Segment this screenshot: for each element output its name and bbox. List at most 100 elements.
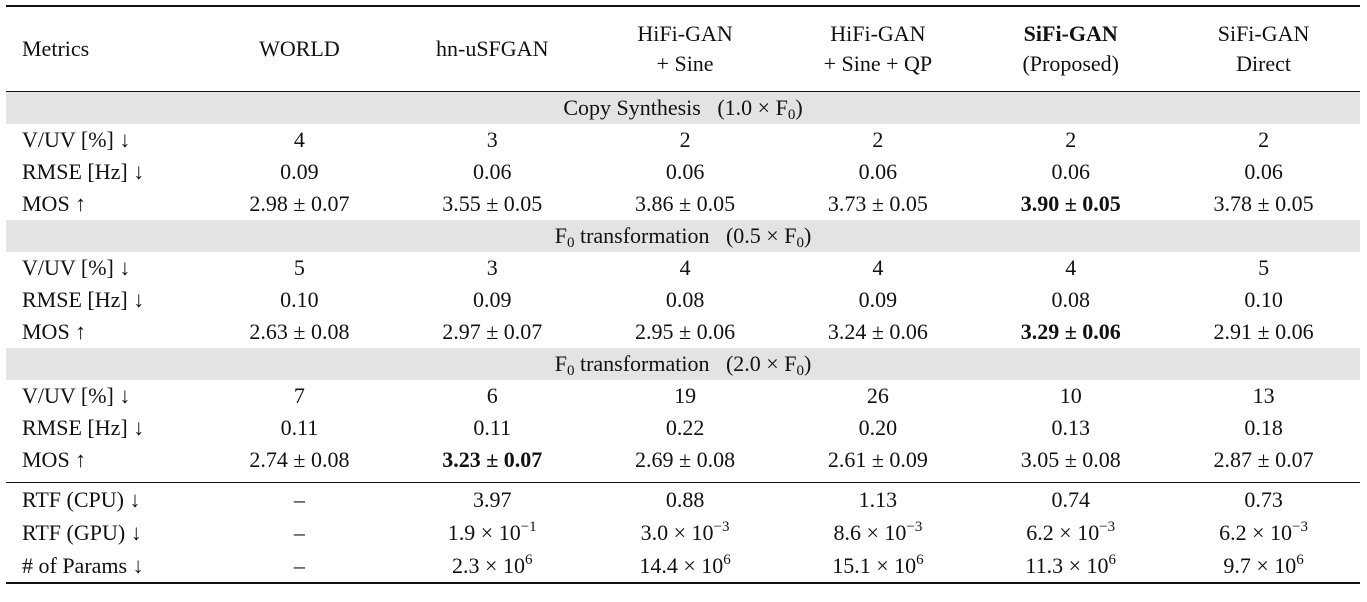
data-cell: –: [203, 549, 396, 583]
results-table: Metrics WORLD hn-uSFGAN HiFi-GAN + Sine HiFi-…: [6, 5, 1360, 584]
text-segment: 6: [486, 383, 498, 408]
data-cell: 3.0 × 10−3: [589, 516, 782, 549]
text-segment: 1.9 × 10: [447, 519, 521, 545]
data-cell: 0.73: [1167, 483, 1360, 517]
data-cell: 0.13: [974, 412, 1167, 444]
text-segment: V/UV [%] ↓: [22, 255, 131, 280]
data-cell: 0.10: [1167, 284, 1360, 316]
data-cell: RTF (GPU) ↓: [6, 516, 203, 549]
data-cell: RMSE [Hz] ↓: [6, 156, 203, 188]
superscript: −3: [906, 518, 923, 535]
text-segment: 15.1 × 10: [832, 552, 917, 578]
text-segment: 2: [679, 127, 691, 152]
data-cell: 7: [203, 380, 396, 412]
data-cell: 3: [396, 252, 589, 284]
text-segment: 0.20: [858, 415, 898, 440]
subscript: 0: [796, 235, 804, 251]
data-cell: 10: [974, 380, 1167, 412]
text-segment: 0.06: [858, 159, 898, 184]
text-segment: 0.10: [1244, 287, 1283, 312]
data-cell: MOS ↑: [6, 444, 203, 476]
text-segment: 0.06: [1051, 159, 1090, 184]
subscript: 0: [787, 107, 796, 123]
data-row: RMSE [Hz] ↓ 0.10 0.09 0.08 0.09 0.08 0.10: [6, 284, 1360, 316]
data-cell: 14.4 × 106: [589, 549, 782, 583]
text-segment: SiFi-GAN: [1217, 21, 1310, 46]
data-cell: 0.22: [589, 412, 782, 444]
data-cell: 26: [781, 380, 974, 412]
data-cell: –: [203, 516, 396, 549]
data-cell: 2.61 ± 0.09: [781, 444, 974, 476]
data-cell: 0.88: [589, 483, 782, 517]
data-cell: 0.20: [781, 412, 974, 444]
data-cell: 0.06: [781, 156, 974, 188]
data-cell: 2.98 ± 0.07: [203, 188, 396, 220]
data-cell: 2: [589, 124, 782, 156]
data-cell: 6.2 × 10−3: [1167, 516, 1360, 549]
text-segment: 11.3 × 10: [1025, 552, 1109, 578]
data-cell: 11.3 × 106: [974, 549, 1167, 583]
text-segment: 0.09: [280, 159, 319, 184]
text-segment: RMSE [Hz] ↓: [22, 287, 145, 312]
text-segment: 3.86 ± 0.05: [635, 191, 736, 216]
text-segment: RMSE [Hz] ↓: [22, 415, 145, 440]
text-segment: 2.61 ± 0.09: [827, 447, 928, 472]
data-cell: 2: [974, 124, 1167, 156]
text-segment: 0.73: [1244, 486, 1283, 512]
data-cell: V/UV [%] ↓: [6, 124, 203, 156]
data-row: V/UV [%] ↓ 4 3 2 2 2 2: [6, 124, 1360, 156]
data-row: MOS ↑ 2.74 ± 0.08 3.23 ± 0.07 2.69 ± 0.08 2.…: [6, 444, 1360, 476]
text-segment: 3.29 ± 0.06: [1020, 319, 1121, 344]
section-title: F0 transformation (2.0 × F0): [6, 348, 1360, 380]
text-segment: 0.09: [472, 287, 512, 312]
data-cell: 2.97 ± 0.07: [396, 316, 589, 348]
data-cell: 15.1 × 106: [781, 549, 974, 583]
subscript: 0: [796, 363, 804, 379]
text-segment: 3: [486, 127, 498, 152]
text-segment: MOS ↑: [22, 191, 87, 216]
header-cell: HiFi-GAN + Sine: [589, 6, 782, 92]
text-segment: 0.10: [280, 287, 319, 312]
text-segment: 2: [1258, 127, 1270, 152]
section-row: F0 transformation (0.5 × F0): [6, 220, 1360, 252]
data-cell: 0.09: [203, 156, 396, 188]
text-segment: RTF (GPU) ↓: [22, 519, 142, 545]
text-segment: 3.23 ± 0.07: [442, 447, 543, 472]
data-cell: MOS ↑: [6, 188, 203, 220]
text-segment: 8.6 × 10: [833, 519, 907, 545]
subscript: 0: [566, 235, 575, 251]
data-cell: 2.91 ± 0.06: [1167, 316, 1360, 348]
superscript: −1: [520, 518, 537, 535]
header-cell: Metrics: [6, 6, 203, 92]
data-cell: 2.63 ± 0.08: [203, 316, 396, 348]
text-segment: (Proposed): [1022, 51, 1119, 76]
superscript: 6: [1108, 551, 1117, 568]
text-segment: 0.11: [280, 415, 319, 440]
table-body: Copy Synthesis (1.0 × F0) V/UV [%] ↓ 4 3 2 2 2…: [6, 91, 1360, 583]
footer-row: RTF (CPU) ↓ – 3.97 0.88 1.13 0.74 0.73: [6, 482, 1360, 517]
header-cell: HiFi-GAN + Sine + QP: [781, 6, 974, 92]
text-segment: 0.74: [1051, 486, 1090, 512]
data-cell: 19: [589, 380, 782, 412]
text-segment: 2.87 ± 0.07: [1213, 447, 1314, 472]
footer-row: RTF (GPU) ↓ –1.9 × 10−1 3.0 × 10−3 8.6 × 10…: [6, 516, 1360, 549]
section-title: Copy Synthesis (1.0 × F0): [6, 91, 1360, 124]
data-cell: V/UV [%] ↓: [6, 380, 203, 412]
text-segment: 2.69 ± 0.08: [635, 447, 736, 472]
data-cell: 3.73 ± 0.05: [781, 188, 974, 220]
data-cell: 0.09: [781, 284, 974, 316]
text-segment: hn-uSFGAN: [436, 36, 549, 61]
text-segment: 0.11: [473, 415, 512, 440]
text-segment: 0.88: [665, 486, 705, 512]
text-segment: 3.55 ± 0.05: [442, 191, 543, 216]
text-segment: SiFi-GAN: [1023, 21, 1118, 46]
text-segment: 14.4 × 10: [639, 552, 724, 578]
text-segment: 0.08: [665, 287, 705, 312]
data-cell: 0.11: [203, 412, 396, 444]
text-segment: 6.2 × 10: [1219, 519, 1293, 545]
text-segment: 2.91 ± 0.06: [1213, 319, 1314, 344]
text-segment: 3.0 × 10: [640, 519, 714, 545]
data-cell: 3.29 ± 0.06: [974, 316, 1167, 348]
data-cell: 0.11: [396, 412, 589, 444]
